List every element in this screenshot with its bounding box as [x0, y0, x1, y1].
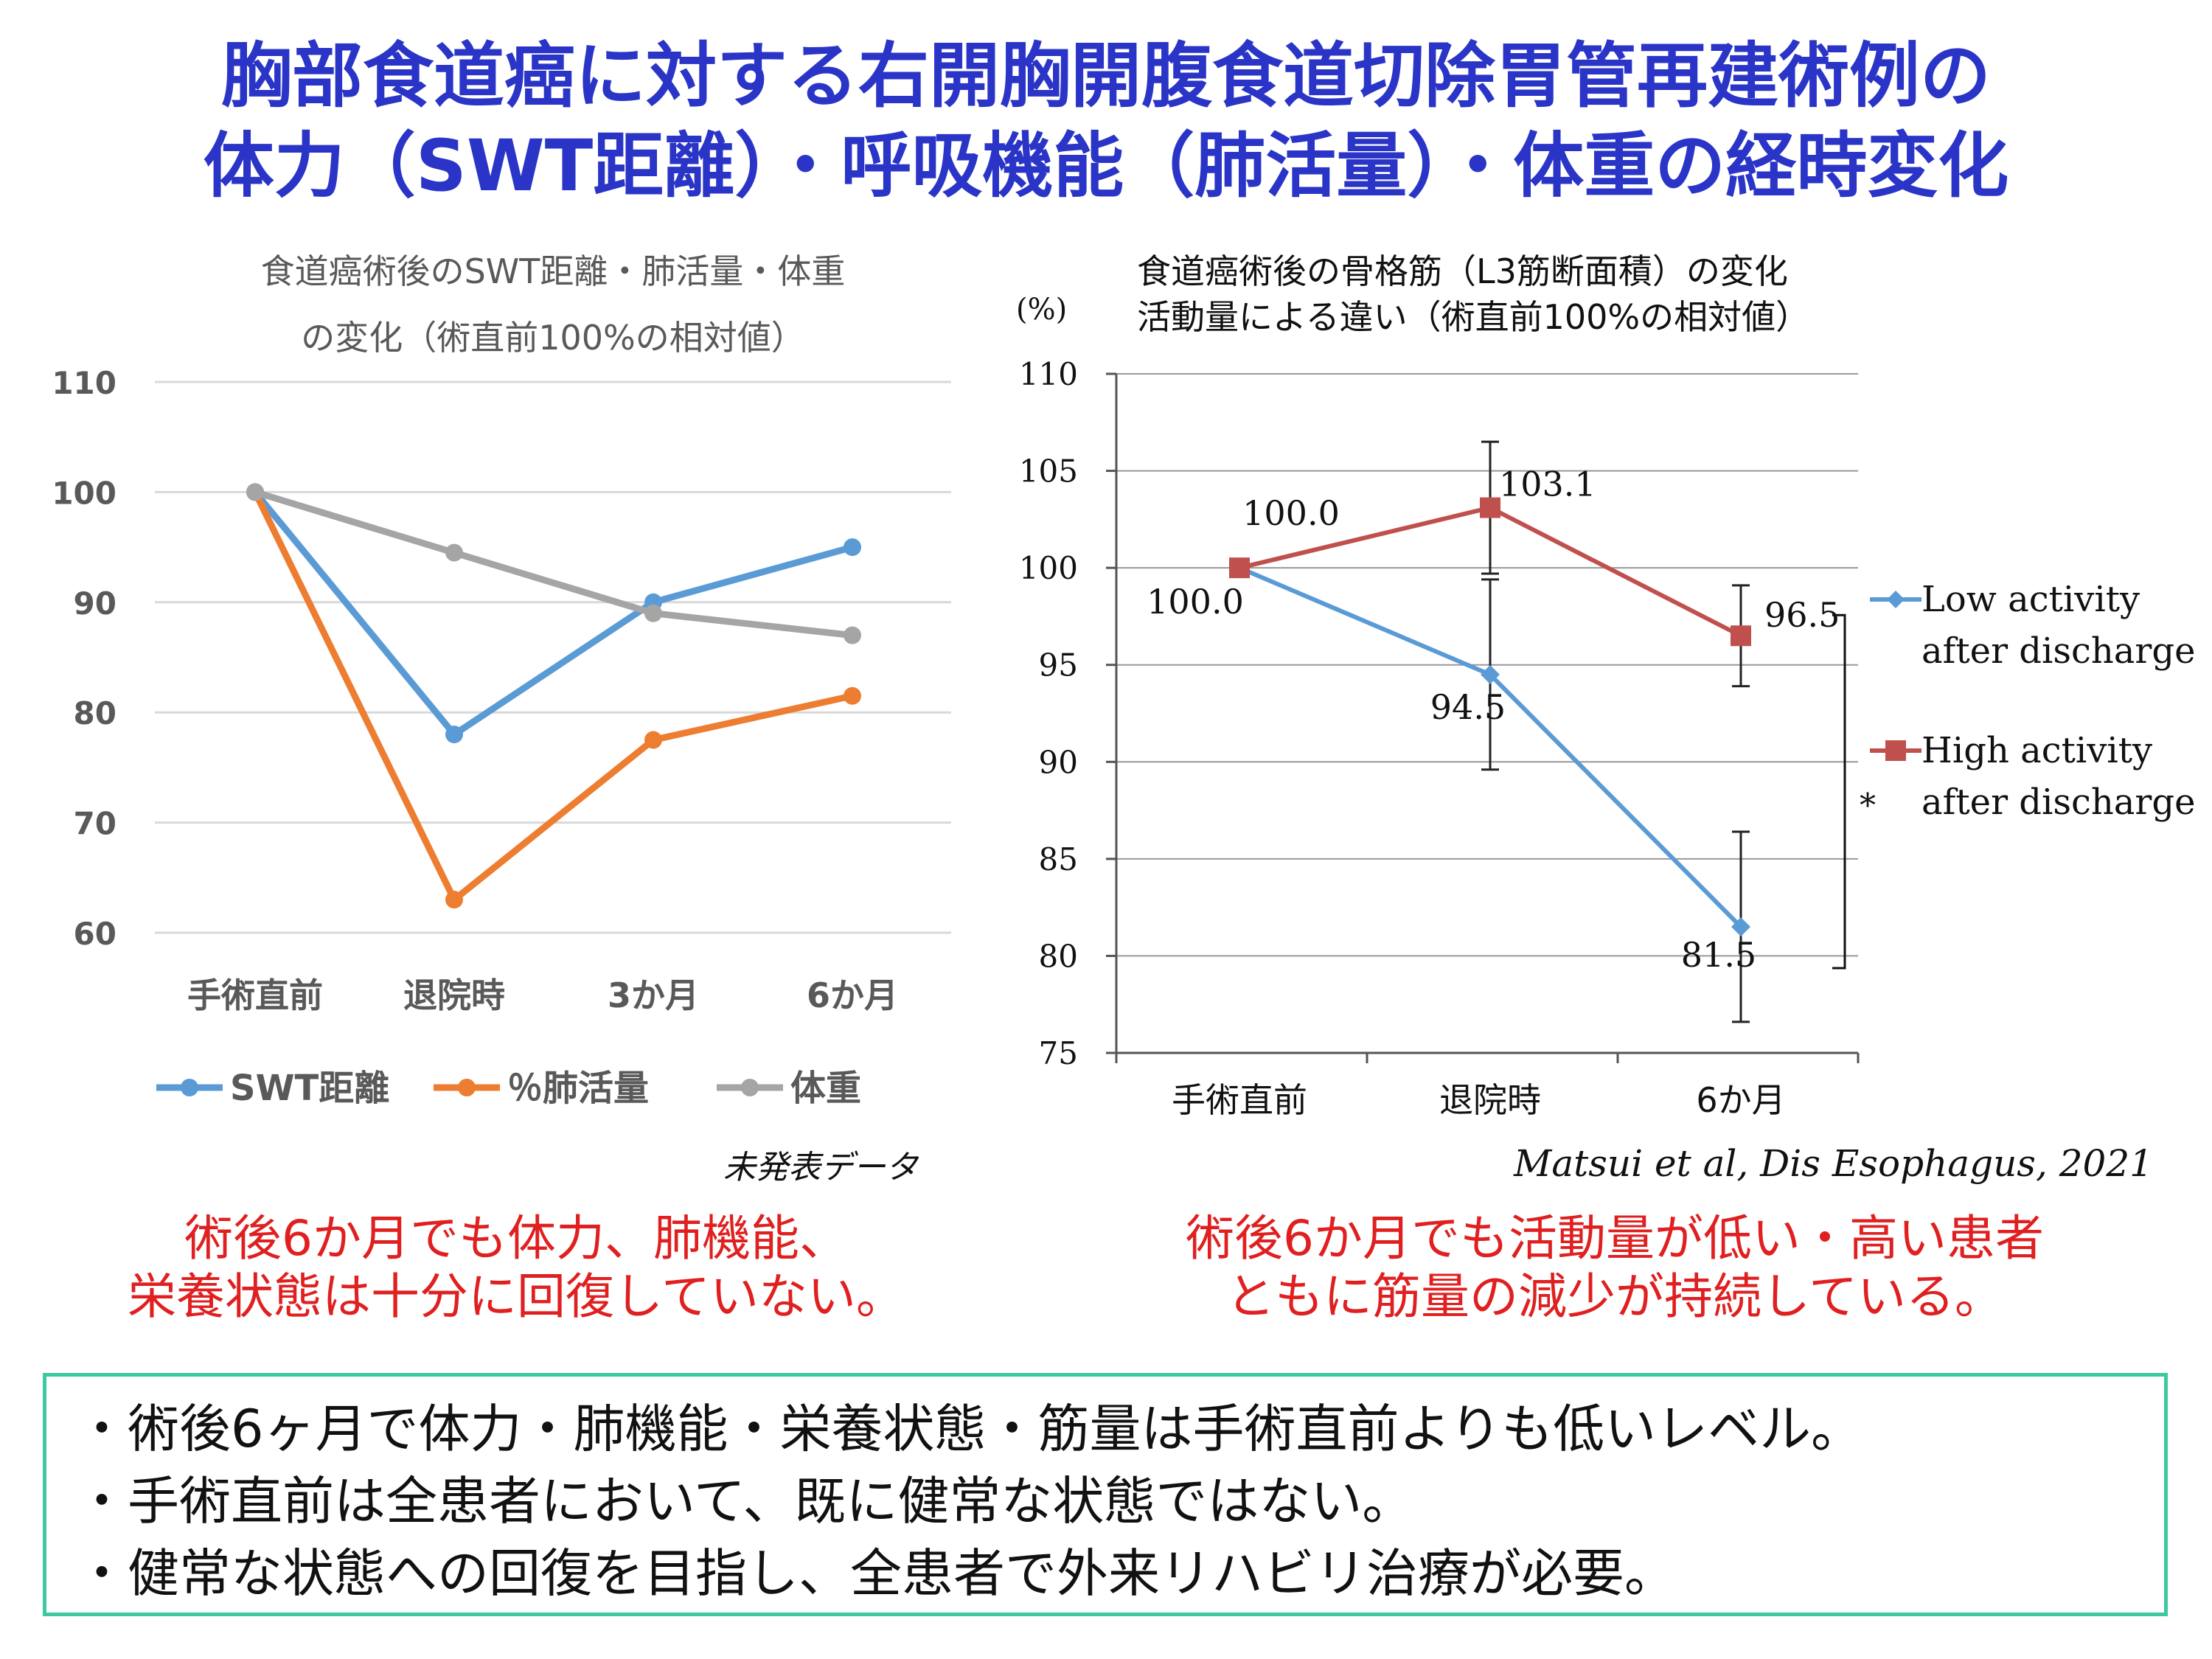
right-legend-marker — [1887, 591, 1905, 608]
left-y-tick-label: 110 — [52, 365, 116, 401]
left-legend-label: 体重 — [790, 1068, 861, 1109]
right-conclusion-line-1: 術後6か月でも活動量が低い・高い患者 — [1186, 1210, 2044, 1267]
left-x-tick-label: 3か月 — [608, 975, 699, 1015]
left-legend-label: ％肺活量 — [507, 1068, 649, 1109]
left-series-point — [445, 726, 463, 744]
left-conclusion-line-2: 栄養状態は十分に回復していない。 — [127, 1268, 905, 1326]
slide-title-line-1: 胸部食道癌に対する右開胸開腹食道切除胃管再建術例の — [221, 35, 1991, 117]
right-y-tick-label: 95 — [1039, 647, 1078, 684]
left-series-point — [246, 483, 264, 501]
right-x-tick-label: 退院時 — [1439, 1080, 1541, 1120]
charts-canvas: 食道癌術後のSWT距離・肺活量・体重 の変化（術直前100%の相対値） 60 70… — [52, 251, 2195, 1186]
right-chart-y-unit: (%) — [1016, 293, 1067, 327]
right-series-point — [1731, 917, 1750, 936]
right-y-tick-label: 80 — [1039, 938, 1078, 974]
right-data-label: 100.0 — [1242, 493, 1340, 533]
right-y-tick-label: 90 — [1039, 744, 1078, 780]
right-legend-label: after discharge — [1921, 782, 2195, 823]
left-chart-title: 食道癌術後のSWT距離・肺活量・体重 — [261, 251, 846, 291]
right-data-label: 96.5 — [1764, 595, 1840, 635]
slide-title-line-2: 体力（SWT距離）・呼吸機能（肺活量）・体重の経時変化 — [203, 125, 2009, 207]
right-y-tick-label: 110 — [1019, 356, 1078, 392]
right-x-tick-label: 6か月 — [1696, 1080, 1785, 1120]
left-y-tick-label: 60 — [74, 916, 116, 952]
left-series-line — [252, 490, 854, 738]
left-series-point — [644, 604, 662, 622]
left-series-line — [251, 490, 853, 903]
summary-line-3: ・健常な状態への回復を目指し、全患者で外来リハビリ治療が必要。 — [76, 1543, 1676, 1604]
right-data-label: 94.5 — [1430, 687, 1506, 727]
left-conclusion: 術後6か月でも体力、肺機能、 栄養状態は十分に回復していない。 — [59, 1209, 973, 1326]
left-legend-marker — [181, 1079, 198, 1096]
left-series-point — [844, 686, 861, 705]
right-series-point — [1480, 497, 1500, 518]
left-series-point — [644, 731, 662, 749]
right-legend-label: Low activity — [1921, 579, 2140, 620]
left-conclusion-line-1: 術後6か月でも体力、肺機能、 — [184, 1210, 848, 1267]
right-legend-label: High activity — [1921, 730, 2152, 771]
left-series-point — [445, 891, 463, 909]
right-y-tick-label: 85 — [1039, 841, 1078, 877]
right-chart-title: 食道癌術後の骨格筋（L3筋断面積）の変化 — [1137, 251, 1788, 291]
right-series-point — [1229, 557, 1250, 579]
left-chart-source-note: 未発表データ — [723, 1149, 919, 1186]
right-y-tick-label: 100 — [1019, 550, 1078, 586]
right-x-tick-label: 手術直前 — [1172, 1080, 1307, 1120]
right-conclusion-line-2: ともに筋量の減少が持続している。 — [1225, 1268, 2004, 1326]
left-y-tick-label: 70 — [74, 806, 116, 842]
right-data-label: 81.5 — [1681, 935, 1756, 975]
left-y-tick-label: 100 — [52, 475, 116, 511]
left-series-point — [844, 538, 861, 557]
left-legend-marker — [741, 1079, 759, 1096]
left-x-tick-label: 手術直前 — [187, 975, 323, 1015]
left-series-point — [445, 543, 463, 562]
left-x-tick-label: 6か月 — [807, 975, 898, 1015]
left-series-point — [844, 626, 861, 644]
left-legend-label: SWT距離 — [230, 1068, 389, 1109]
significance-bracket — [1832, 613, 1846, 970]
right-data-label: 100.0 — [1147, 582, 1244, 622]
right-series-point — [1481, 664, 1500, 684]
right-y-tick-label: 105 — [1019, 453, 1078, 490]
right-series-point — [1731, 625, 1751, 647]
left-series-line — [254, 489, 853, 639]
right-data-label: 103.1 — [1499, 465, 1596, 504]
right-y-tick-label: 75 — [1039, 1035, 1078, 1071]
summary-box: ・術後6ヶ月で体力・肺機能・栄養状態・筋量は手術直前よりも低いレベル。 ・手術直… — [43, 1373, 2168, 1616]
right-conclusion: 術後6か月でも活動量が低い・高い患者 ともに筋量の減少が持続している。 — [1106, 1209, 2124, 1326]
left-legend-marker — [458, 1079, 476, 1096]
left-x-tick-label: 退院時 — [403, 975, 505, 1015]
left-y-tick-label: 90 — [74, 585, 116, 622]
summary-line-2: ・手術直前は全患者において、既に健常な状態ではない。 — [76, 1471, 1414, 1531]
summary-line-1: ・術後6ヶ月で体力・肺機能・栄養状態・筋量は手術直前よりも低いレベル。 — [76, 1399, 1863, 1459]
right-legend-marker — [1885, 740, 1906, 761]
right-chart-subtitle: 活動量による違い（術直前100%の相対値） — [1137, 297, 1809, 337]
significance-asterisk: * — [1860, 787, 1876, 825]
left-y-tick-label: 80 — [74, 695, 116, 731]
right-legend-label: after discharge — [1921, 630, 2195, 672]
right-chart-citation: Matsui et al, Dis Esophagus, 2021 — [1513, 1142, 2153, 1185]
left-chart-subtitle: の変化（術直前100%の相対値） — [301, 318, 805, 358]
